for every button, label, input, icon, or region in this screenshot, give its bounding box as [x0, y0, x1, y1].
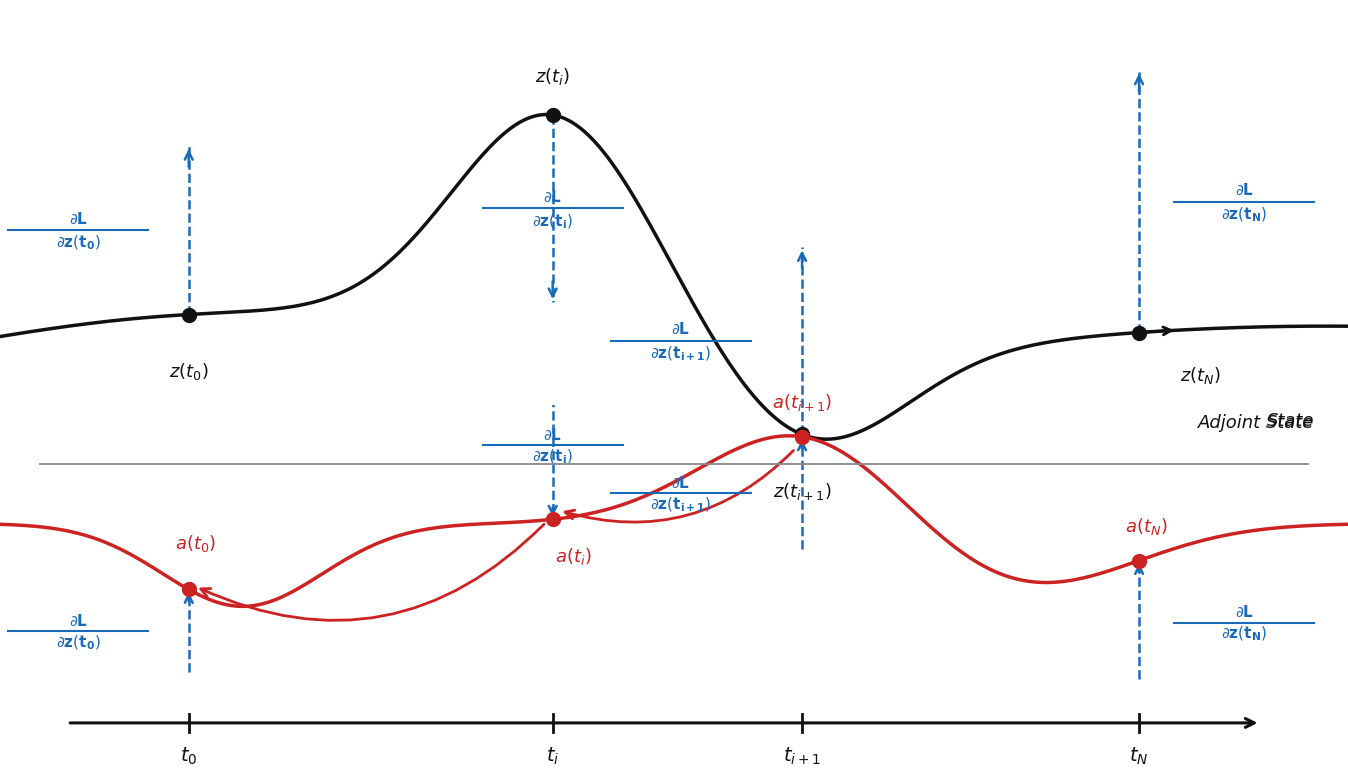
Text: $\partial\mathbf{L}$: $\partial\mathbf{L}$	[671, 474, 690, 491]
Text: $\partial\mathbf{L}$: $\partial\mathbf{L}$	[1235, 182, 1254, 198]
Text: $a(t_i)$: $a(t_i)$	[554, 546, 592, 567]
Text: $\partial\mathbf{L}$: $\partial\mathbf{L}$	[543, 427, 562, 443]
Text: $t_0$: $t_0$	[181, 746, 197, 767]
Text: $\partial\mathbf{L}$: $\partial\mathbf{L}$	[543, 189, 562, 205]
Text: Adjoint State: Adjoint State	[1198, 414, 1314, 432]
Text: $\partial\mathbf{z}(\mathbf{t_{i+1}})$: $\partial\mathbf{z}(\mathbf{t_{i+1}})$	[650, 495, 712, 513]
Text: $\partial\mathbf{z}(\mathbf{t_{i+1}})$: $\partial\mathbf{z}(\mathbf{t_{i+1}})$	[650, 344, 712, 363]
Text: $a(t_{i+1})$: $a(t_{i+1})$	[772, 392, 832, 413]
Text: $\partial\mathbf{z}(\mathbf{t_0})$: $\partial\mathbf{z}(\mathbf{t_0})$	[55, 633, 101, 651]
Text: $\partial\mathbf{z}(\mathbf{t_i})$: $\partial\mathbf{z}(\mathbf{t_i})$	[532, 448, 573, 466]
Text: $t_N$: $t_N$	[1130, 746, 1148, 767]
Text: $\partial\mathbf{z}(\mathbf{t_N})$: $\partial\mathbf{z}(\mathbf{t_N})$	[1221, 625, 1267, 643]
Text: $a(t_0)$: $a(t_0)$	[175, 533, 216, 554]
Text: $a(t_N)$: $a(t_N)$	[1124, 516, 1167, 537]
Text: $z(t_{i+1})$: $z(t_{i+1})$	[772, 481, 832, 502]
Text: $z(t_N)$: $z(t_N)$	[1180, 365, 1220, 386]
Text: $\partial\mathbf{L}$: $\partial\mathbf{L}$	[69, 211, 88, 227]
Text: State: State	[1267, 412, 1314, 430]
Text: $z(t_i)$: $z(t_i)$	[535, 66, 570, 87]
Text: $\partial\mathbf{z}(\mathbf{t_N})$: $\partial\mathbf{z}(\mathbf{t_N})$	[1221, 206, 1267, 224]
Text: $z(t_0)$: $z(t_0)$	[168, 361, 209, 382]
Text: $\partial\mathbf{L}$: $\partial\mathbf{L}$	[671, 321, 690, 337]
Text: $\partial\mathbf{z}(\mathbf{t_0})$: $\partial\mathbf{z}(\mathbf{t_0})$	[55, 234, 101, 252]
Text: $\partial\mathbf{L}$: $\partial\mathbf{L}$	[1235, 605, 1254, 620]
Text: $\partial\mathbf{L}$: $\partial\mathbf{L}$	[69, 612, 88, 629]
Text: $\partial\mathbf{z}(\mathbf{t_i})$: $\partial\mathbf{z}(\mathbf{t_i})$	[532, 212, 573, 231]
Text: $t_i$: $t_i$	[546, 746, 559, 767]
Text: $t_{i+1}$: $t_{i+1}$	[783, 746, 821, 767]
